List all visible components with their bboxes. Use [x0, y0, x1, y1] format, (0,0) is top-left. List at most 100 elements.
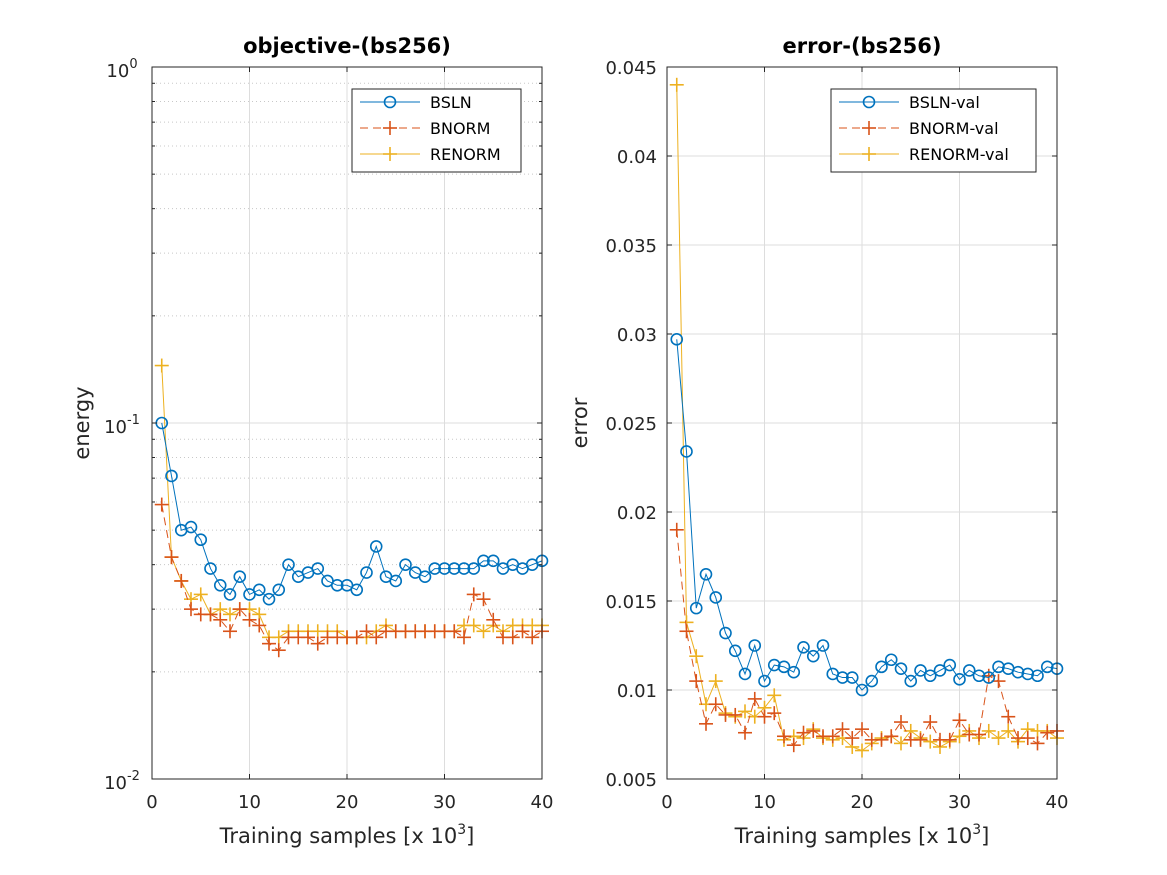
series-bnorm-val-point [845, 731, 860, 746]
series-bnorm-point [203, 607, 218, 622]
series-bsln-val-point [914, 664, 927, 677]
series-bnorm-val-point [1030, 736, 1045, 751]
series-bsln-point [369, 540, 383, 553]
x-axis-label: Training samples [x 103] [734, 822, 990, 848]
legend-entry-renorm: RENORM [360, 145, 501, 164]
x-axis-label: Training samples [x 103] [219, 822, 475, 848]
y-tick-label-exponent: -1 [127, 413, 140, 428]
series-renorm-point [476, 624, 491, 639]
legend-swatch-point [383, 121, 397, 135]
series-bsln-val-point [748, 639, 762, 652]
series-bnorm-point [369, 630, 384, 645]
error-panel: 0 10 20 30 40 0.0050.010.0150.020.0250.030.0… [568, 34, 1068, 848]
series-bsln-val-point [709, 591, 723, 604]
y-tick-label-exponent: -2 [127, 769, 140, 784]
y-tick-label: 0.04 [617, 147, 657, 168]
y-tick-label: 10-2 [104, 769, 140, 794]
series-bnorm-point [457, 630, 471, 645]
series-bsln-val-point [816, 639, 830, 652]
legend-swatch-point [383, 95, 397, 109]
series-bnorm-point [359, 624, 374, 639]
series-bsln-point [360, 566, 373, 579]
y-tick-label-base: 10 [104, 417, 127, 438]
grid-lines [667, 67, 1057, 779]
series-bsln-point [399, 558, 412, 571]
x-tick-label: 20 [851, 792, 874, 813]
series-renorm-val-point [689, 649, 704, 664]
x-axis-label-text: Training samples [x 10 [734, 824, 973, 848]
series-bnorm-val-point [894, 715, 908, 730]
series-bnorm-val-point [855, 722, 869, 737]
series-bnorm-val-point [972, 727, 986, 742]
legend-label: RENORM-val [909, 145, 1009, 164]
series-bnorm-val-point [874, 732, 889, 747]
series-bsln-point [204, 562, 217, 575]
series-bsln-val-point [719, 626, 732, 640]
series-bsln-val-point [728, 644, 742, 658]
legend-label: BSLN [430, 93, 472, 112]
series-bnorm-point [174, 573, 189, 588]
legend-box [351, 88, 522, 173]
series-bnorm-val-point [884, 729, 899, 744]
series-bnorm-val-point [1040, 725, 1055, 740]
y-axis-label: energy [70, 386, 94, 459]
series-bsln-point [311, 562, 325, 575]
series-bsln-point [213, 579, 227, 592]
series-bnorm-point [184, 602, 198, 617]
x-tick-label: 10 [238, 792, 261, 813]
series-bnorm-point [252, 618, 267, 633]
y-tick-label: 100 [106, 57, 137, 82]
series-bsln-val-point [992, 660, 1005, 674]
series-bsln-val-point [758, 674, 771, 688]
series-bnorm-val-point [757, 709, 772, 724]
series-bnorm-val-point [825, 729, 840, 744]
series-bsln-val-point [865, 674, 879, 688]
legend-entry-bnorm: BNORM [360, 119, 490, 138]
series-renorm-val-point [1001, 723, 1016, 738]
legend: BSLN-val BNORM-val RENORM-val [830, 88, 1037, 173]
series-bnorm-val-point [913, 732, 928, 747]
series-renorm-val-point [894, 736, 908, 751]
series-bsln-point [389, 574, 403, 588]
series-bsln-point [428, 562, 442, 575]
series-renorm-val-point [738, 704, 752, 719]
tick-marks [151, 66, 543, 780]
chart-title: error-(bs256) [782, 34, 941, 58]
series-bnorm-point [476, 592, 491, 607]
series-renorm-val-point [855, 743, 869, 758]
series-bsln-val-point [670, 333, 684, 346]
x-axis-label-exponent: 3 [457, 822, 466, 838]
series-renorm-val-point [952, 729, 967, 744]
series-bsln-val-point [797, 640, 810, 654]
series-renorm-val-point [923, 734, 938, 749]
series-bsln-point [418, 570, 432, 584]
series-bsln-val-point [972, 669, 986, 683]
series-bsln-point [233, 570, 247, 584]
series-bsln-val-point [962, 664, 976, 677]
series-bnorm-val-point [699, 716, 713, 731]
series-bsln-point [223, 588, 237, 601]
series-renorm-val-point [981, 723, 996, 738]
series-bsln-val-point [982, 671, 996, 684]
series-bnorm-point [232, 602, 247, 617]
series-bsln-val-point [894, 662, 908, 675]
series-bsln-val-point [1040, 660, 1054, 674]
x-tick-label: 20 [336, 792, 359, 813]
series-bsln [155, 416, 549, 606]
y-tick-label: 0.035 [605, 236, 657, 257]
series-renorm-point [154, 358, 169, 373]
legend-box [830, 88, 1037, 173]
y-axis-label: error [568, 397, 592, 448]
x-tick-label: 40 [531, 792, 554, 813]
series-bsln-point [330, 579, 344, 592]
series-bsln-point [184, 520, 198, 534]
legend-entry-bsln: BSLN [360, 93, 472, 112]
series-bnorm-point [271, 643, 286, 658]
x-tick-label: 30 [433, 792, 456, 813]
series-layer [154, 358, 549, 658]
series-bnorm-val [669, 522, 1064, 753]
series-bsln-val-point [689, 601, 703, 615]
series-bnorm [154, 497, 549, 658]
series-renorm-val-point [708, 674, 723, 689]
